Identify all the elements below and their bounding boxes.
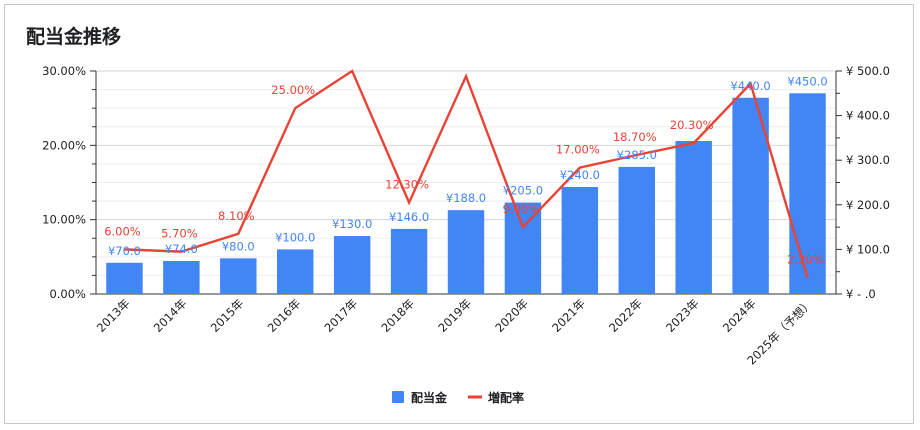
line-data-label: 20.30% — [670, 118, 714, 132]
bar-data-label: ¥70.0 — [108, 244, 141, 258]
x-tick-label: 2024年 — [720, 296, 759, 335]
bar-data-label: ¥74.0 — [165, 242, 198, 256]
legend-bar-swatch — [392, 391, 404, 403]
bar — [277, 249, 314, 294]
bar — [789, 93, 826, 294]
legend: 配当金 増配率 — [392, 390, 524, 405]
bar-data-label: ¥240.0 — [560, 168, 600, 182]
x-tick-label: 2021年 — [549, 296, 588, 335]
legend-line-swatch — [468, 395, 482, 399]
chart-title: 配当金推移 — [26, 26, 122, 48]
line-data-label: 25.00% — [271, 83, 315, 97]
bar-data-label: ¥100.0 — [275, 230, 315, 244]
bar — [561, 186, 599, 294]
bar-data-label: ¥440.0 — [730, 79, 770, 93]
bar — [504, 202, 542, 294]
left-axis-tick-label: 0.00% — [49, 287, 86, 301]
line-data-label: 12.30% — [385, 178, 429, 192]
line-data-label: 8.10% — [218, 209, 255, 223]
line-data-label: 17.00% — [556, 143, 600, 157]
x-tick-label: 2018年 — [378, 296, 417, 335]
line-data-label: 6.00% — [104, 224, 141, 238]
x-tick-label: 2019年 — [435, 296, 474, 335]
right-axis-tick-label: ¥ 300.0 — [846, 153, 890, 167]
x-tick-label: 2015年 — [208, 296, 247, 335]
bar-data-label: ¥450.0 — [787, 74, 827, 88]
data-labels: 6.00% 5.70% 8.10% 25.00% 12.30% 9.00% 17.00% 18… — [104, 74, 827, 266]
bar — [390, 228, 428, 294]
growth-rate-line — [124, 69, 809, 278]
line-data-label: 9.00% — [503, 202, 540, 216]
right-axis-tick-label: ¥ - .0 — [846, 287, 876, 301]
line-data-label: 5.70% — [161, 227, 198, 241]
right-axis-tick-label: ¥ 500.0 — [846, 64, 890, 78]
x-tick-labels: 2013年 2014年 2015年 2016年 2017年 2018年 2019年 2020年… — [94, 296, 816, 367]
legend-line-label: 増配率 — [488, 390, 524, 405]
bar-data-label: ¥285.0 — [617, 148, 657, 162]
x-tick-label: 2017年 — [322, 296, 361, 335]
bar — [618, 166, 655, 294]
bar — [220, 258, 257, 294]
line-data-label: 18.70% — [613, 130, 657, 144]
left-axis-tick-label: 30.00% — [42, 64, 86, 78]
bar — [106, 262, 143, 294]
x-tick-label: 2016年 — [265, 296, 304, 335]
x-tick-label: 2022年 — [606, 296, 645, 335]
bar-series — [106, 93, 826, 294]
bar — [732, 97, 769, 294]
x-tick-label: 2020年 — [492, 296, 531, 335]
bar-data-label: ¥205.0 — [503, 184, 543, 198]
right-axis-tick-label: ¥ 200.0 — [846, 198, 890, 212]
bar — [333, 236, 371, 294]
bar-data-label: ¥130.0 — [332, 217, 372, 231]
bar — [447, 210, 485, 294]
x-tick-label: 2013年 — [94, 296, 133, 335]
x-tick-label: 2023年 — [663, 296, 702, 335]
bar — [163, 260, 200, 294]
bar-data-label: ¥80.0 — [222, 239, 255, 253]
bar — [675, 141, 712, 294]
left-axis-tick-label: 10.00% — [42, 213, 86, 227]
bar-data-label: ¥188.0 — [446, 191, 486, 205]
left-axis-tick-label: 20.00% — [42, 138, 86, 152]
x-tick-label: 2014年 — [151, 296, 190, 335]
right-axis-tick-label: ¥ 400.0 — [846, 109, 890, 123]
right-axis-tick-label: ¥ 100.0 — [846, 242, 890, 256]
grid-lines — [96, 70, 836, 295]
legend-bar-label: 配当金 — [411, 390, 448, 405]
bar-data-label: ¥146.0 — [389, 210, 429, 224]
line-data-label: 2.20% — [787, 253, 824, 267]
line-series — [124, 69, 809, 278]
